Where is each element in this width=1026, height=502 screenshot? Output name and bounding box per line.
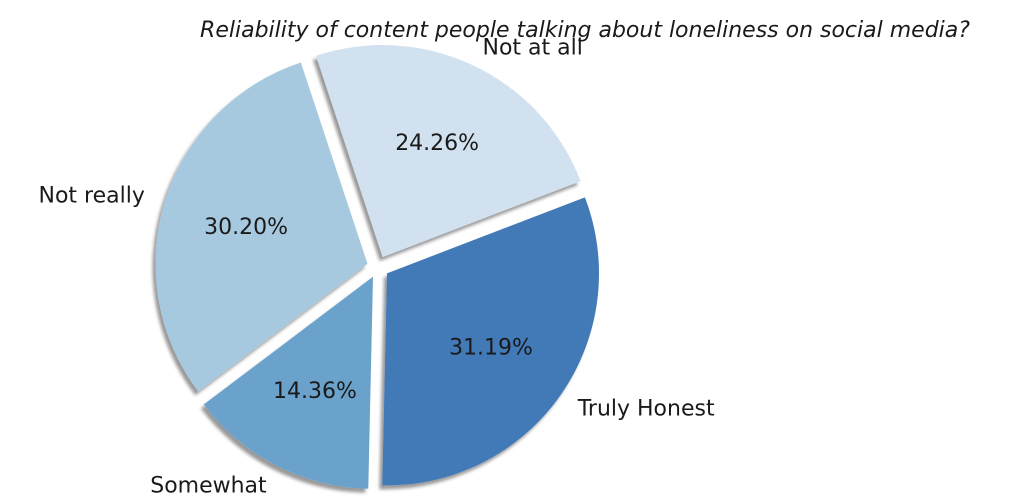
slice-somewhat	[203, 276, 373, 489]
pie-labels: 31.19% Truly Honest 14.36% Somewhat 30.20% No…	[39, 35, 715, 498]
pct-label-not-really: 30.20%	[204, 215, 288, 240]
category-label-somewhat: Somewhat	[150, 473, 267, 498]
slice-not-really	[155, 62, 368, 392]
pct-label-somewhat: 14.36%	[273, 379, 357, 404]
category-label-not-really: Not really	[39, 183, 145, 208]
slice-not-at-all	[316, 45, 581, 258]
category-label-truly-honest: Truly Honest	[577, 397, 715, 422]
chart-title: Reliability of content people talking ab…	[200, 18, 970, 43]
pct-label-truly-honest: 31.19%	[449, 336, 533, 361]
pct-label-not-at-all: 24.26%	[395, 131, 479, 156]
slice-truly-honest	[382, 197, 599, 486]
pie-slices	[155, 45, 599, 489]
category-label-not-at-all: Not at all	[483, 35, 583, 60]
